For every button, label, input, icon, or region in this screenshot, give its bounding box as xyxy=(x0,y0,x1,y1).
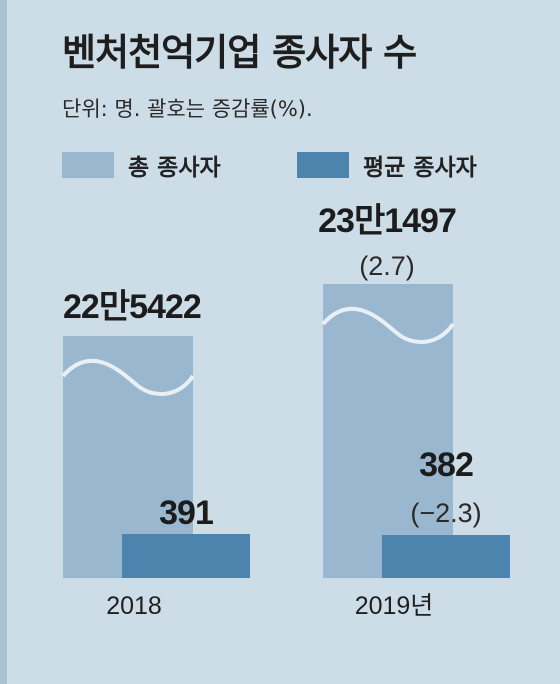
axis-break-wave-1 xyxy=(321,306,455,345)
bar-average-1 xyxy=(382,535,510,578)
legend-label-total: 총 종사자 xyxy=(128,155,221,181)
data-label-average-0: 391 xyxy=(159,494,213,532)
category-label-0: 2018 xyxy=(106,592,162,620)
legend-label-average: 평균 종사자 xyxy=(363,155,477,181)
unit-note: 단위: 명. 괄호는 증감률(%). xyxy=(62,97,313,121)
bar-total-1 xyxy=(323,284,453,578)
legend-swatch-total xyxy=(62,152,114,178)
category-label-1: 2019년 xyxy=(355,592,434,620)
legend-total: 총 종사자 xyxy=(62,150,221,181)
bar-average-0 xyxy=(122,534,250,578)
legend-swatch-average xyxy=(297,152,349,178)
data-label-average-1: 382 xyxy=(419,446,473,484)
change-label-average-1: (−2.3) xyxy=(410,498,481,528)
axis-break-wave-0 xyxy=(61,358,195,397)
left-edge-stripe xyxy=(0,0,7,684)
chart-title: 벤처천억기업 종사자 수 xyxy=(62,31,417,74)
legend-average: 평균 종사자 xyxy=(297,150,477,181)
data-label-total-1: 23만1497 xyxy=(318,202,456,240)
data-label-total-0: 22만5422 xyxy=(63,288,201,326)
change-label-total-1: (2.7) xyxy=(359,251,415,281)
